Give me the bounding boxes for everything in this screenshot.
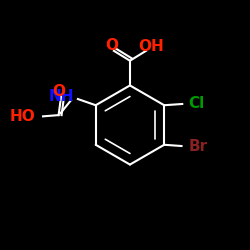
Text: HO: HO <box>10 109 36 124</box>
Text: O: O <box>52 84 65 99</box>
Text: O: O <box>106 38 118 53</box>
Text: Br: Br <box>189 138 208 154</box>
Text: NH: NH <box>48 89 74 104</box>
Text: OH: OH <box>138 39 164 54</box>
Text: Cl: Cl <box>188 96 204 112</box>
